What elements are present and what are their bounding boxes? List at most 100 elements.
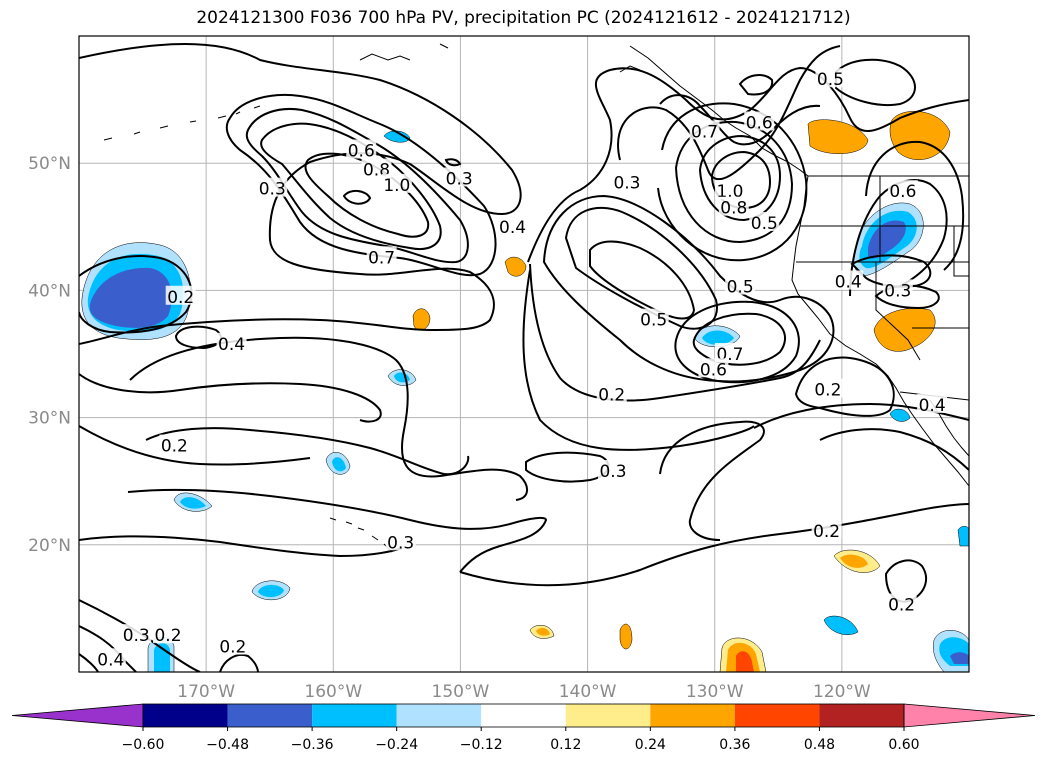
colorbar-tick-label: 0.12 [550,737,581,753]
colorbar-swatch [143,704,228,727]
colorbar-swatch [819,704,904,727]
contour-label-bg [714,343,745,362]
map-frame [78,35,970,673]
contour-label-text: 0.4 [499,218,526,238]
contour-label-text: 0.3 [387,533,414,553]
contour-label-text: 0.6 [348,141,375,161]
contour-label-bg [95,648,126,668]
pv-contour [219,654,259,672]
colorbar-swatch [312,704,397,727]
longitude-label: 140°W [559,682,617,702]
contour-label: 0.3 [444,167,475,189]
contour-label: 0.3 [882,279,913,301]
contour-label: 0.4 [917,393,948,416]
contour-label-text: 0.7 [691,122,718,142]
contour-label: 0.3 [385,531,416,553]
contour-label-bg [811,519,842,539]
contour-label-bg [917,393,948,413]
contour-label: 0.6 [346,139,377,161]
pv-contour [79,373,382,423]
contour-label: 0.2 [159,434,190,457]
precip-area [383,130,411,143]
contour-label-bg [385,531,416,551]
precip-area [536,627,550,636]
pv-contour [145,427,470,476]
pv-contour [260,122,442,250]
island-chain [103,105,261,141]
pv-contour [522,269,755,451]
contour-label-text: 1.0 [383,176,410,196]
contour-label: 0.3 [121,624,152,646]
pv-contour [589,240,696,320]
contour-label-bg [497,215,528,235]
contour-label-bg [153,624,183,644]
contour-label: 0.4 [216,332,247,355]
contour-label: 0.2 [217,635,248,658]
contour-label: 0.4 [833,270,864,292]
contour-label-bg [744,111,775,131]
coastlines [103,43,969,553]
precip-area [807,119,869,154]
contour-label-bg [882,279,913,299]
pv-contour [659,420,765,541]
contour-label-bg [381,173,412,193]
latitude-labels: 50°N 40°N 30°N 20°N [28,154,71,556]
contour-label-text: 0.6 [700,360,727,380]
pv-contour [79,535,403,558]
colorbar-tick-label: 0.48 [804,737,835,753]
contour-label-bg [366,246,397,266]
precip-area [873,308,936,352]
contour-label-bg [257,177,288,197]
pv-contour [127,488,548,573]
contour-label: 0.8 [718,196,749,219]
contour-label-bg [121,624,152,644]
longitude-label: 170°W [177,682,235,702]
contour-label-text: 0.2 [598,386,625,406]
colorbar-tick-label: −0.12 [460,737,503,753]
pv-contour [342,190,372,205]
contour-label-bg [749,211,780,231]
colorbar-tick-label: 0.60 [888,737,919,753]
contour-label-text: 0.2 [813,522,840,542]
precip-area [823,615,859,635]
contour-label-text: 0.4 [835,272,862,292]
precip-area [950,652,969,664]
pv-contour [674,300,800,384]
pv-contour [659,94,821,146]
state-border [875,262,921,361]
precip-area [702,330,734,345]
pv-contour [617,45,841,181]
precip-area [504,256,527,277]
contour-label-bg [833,270,864,290]
contour-label-text: 0.4 [218,335,245,355]
contour-label-text: 0.2 [154,626,181,646]
north-america-coast [629,45,969,487]
pv-contour [819,428,969,471]
contour-label-bg [698,358,729,378]
colorbar-tick-label: −0.48 [206,737,249,753]
precip-area [619,623,633,650]
contour-label-text: 0.5 [640,311,667,331]
contour-label: 0.5 [749,211,780,234]
longitude-label: 130°W [686,682,744,702]
contour-label-text: 0.6 [746,113,773,133]
contour-label: 0.3 [611,171,642,193]
pv-contour [79,653,99,672]
contour-label-text: 0.5 [751,214,778,234]
pv-contour [849,179,948,297]
longitude-label: 160°W [304,682,362,702]
graticule [79,36,969,672]
precip-shading [81,111,969,672]
contour-label-bg [689,120,720,140]
contour-label: 0.3 [257,177,288,200]
contour-label: 0.7 [689,120,720,142]
contour-label-text: 0.2 [219,638,246,658]
latitude-label: 30°N [28,409,71,429]
contour-label-text: 0.3 [123,626,150,646]
precip-area [889,408,911,422]
hawaii-islands [329,517,393,553]
contour-label-bg [165,285,196,305]
pv-contour [459,503,969,587]
contour-label: 0.2 [165,285,196,308]
